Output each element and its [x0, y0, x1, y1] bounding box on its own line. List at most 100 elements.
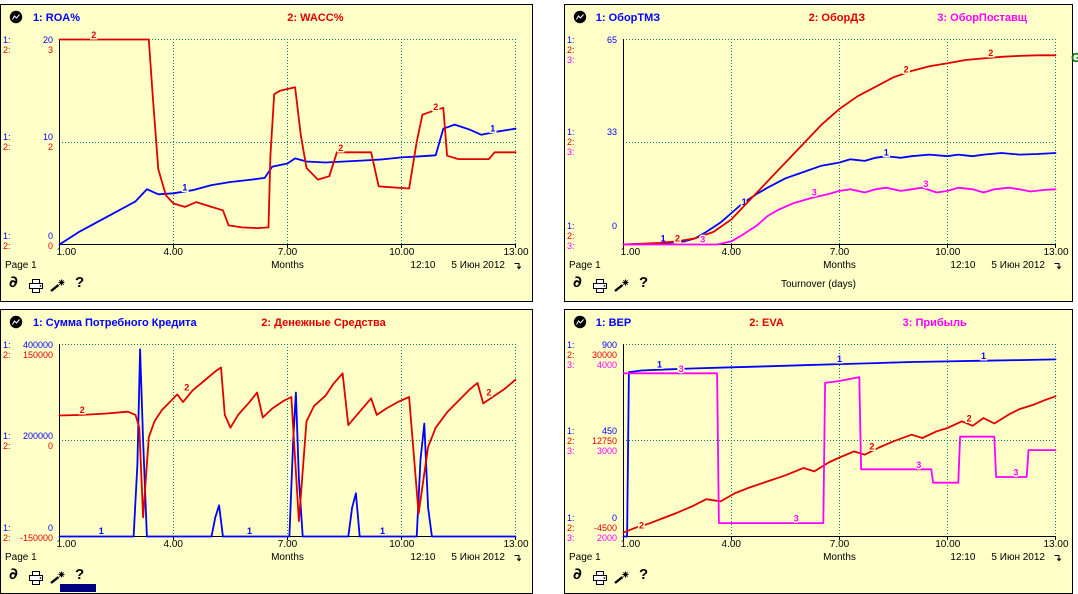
printer-icon[interactable] [592, 279, 608, 293]
x-tick-label: 7.00 [277, 247, 298, 258]
footer-row: Page 1 Months 12:10 5 Июн 2012 [5, 552, 522, 565]
x-tick-label: 13.00 [1043, 539, 1069, 550]
graph-pad-icon[interactable] [9, 315, 23, 329]
series-index-label: 1: [3, 523, 11, 533]
y-scale-row: 1: 33 [567, 127, 617, 137]
dynamite-icon[interactable] [613, 571, 630, 585]
x-tick-label: 7.00 [829, 539, 850, 550]
printer-led [603, 285, 606, 287]
graph-pad-icon[interactable] [9, 10, 23, 24]
printer-icon[interactable] [28, 279, 44, 293]
plot-area[interactable]: 1 1 1 2 2 2 [58, 344, 517, 540]
y-scale-group-2: 1: 0 2: 3: [567, 221, 617, 251]
dynamite-icon[interactable] [49, 279, 66, 293]
series-point-label-2: 2 [639, 520, 644, 530]
y-axis-value [579, 137, 617, 147]
y-axis-value: 0 [47, 241, 53, 251]
graph-window-roa-wacc: 1: ROA% 2: WACC% 1: 20 2: 3 1: 10 2: 2 1: 0 2: 0 1 1 2 2 2… [0, 4, 533, 302]
corner-arrowhead [516, 266, 522, 270]
date-value: 5 Июн 2012 [451, 552, 505, 563]
printer-icon[interactable] [592, 571, 608, 585]
series-point-label-2: 2 [80, 405, 85, 415]
y-axis-value: 450 [601, 425, 617, 436]
series-title-2: 2: ОборДЗ [808, 12, 866, 24]
pad-glyph [576, 14, 584, 20]
series-index-label: 2: [3, 45, 11, 55]
x-axis-title: Months [271, 260, 304, 271]
help-button[interactable]: ? [75, 274, 85, 291]
series-index-label: 2: [567, 523, 575, 533]
graph-pad-icon[interactable] [573, 10, 587, 24]
help-button[interactable]: ? [639, 274, 649, 291]
series-index-label: 2: [3, 350, 11, 360]
y-scale-row: 2: 2 [3, 142, 53, 152]
series-line-2 [622, 395, 1057, 534]
x-tick-label: 1.00 [56, 247, 77, 258]
series-point-label-1: 1 [742, 197, 747, 207]
x-tick-label: 1.00 [620, 247, 641, 258]
x-axis-ticks: 1.00 4.00 7.00 10.00 13.00 [56, 247, 529, 258]
y-axis-value: 65 [606, 35, 617, 45]
corner-arrowhead [1056, 558, 1062, 562]
y-axis-scale: 1: 900 2: 30000 3: 4000 1: 450 2: 12750 3: 3000 1: 0 2… [567, 340, 621, 543]
help-button[interactable]: ? [639, 566, 649, 583]
printer-paper-out [596, 580, 604, 585]
series-index-label: 2: [3, 241, 11, 251]
series-point-label-2: 2 [675, 234, 680, 244]
lock-icon[interactable]: ∂ [573, 272, 582, 291]
page-corner-icon [1054, 555, 1062, 562]
printer-paper-out [32, 580, 40, 585]
timestamp: 12:10 5 Июн 2012 [410, 260, 522, 271]
y-axis-value: 3 [47, 45, 53, 55]
series-index-label: 1: [567, 221, 575, 231]
graph-pad-icon[interactable] [573, 315, 587, 329]
graph-titlebar: 1: ОборТМЗ 2: ОборДЗ 3: ОборПоставщ [571, 10, 1066, 26]
help-button[interactable]: ? [75, 566, 85, 583]
series-point-label-3: 3 [923, 179, 928, 189]
dynamite-stick [50, 284, 60, 292]
graph-toolbar: ∂? [573, 564, 1064, 590]
time-value: 12:10 [410, 260, 436, 271]
chart-canvas: 1 1 1 2 2 2 3 3 3 3 [622, 344, 1057, 540]
plot-area[interactable]: 1 1 2 2 2 [58, 29, 517, 248]
series-index-label: 2: [3, 142, 11, 152]
dynamite-icon[interactable] [49, 571, 66, 585]
page-corner-icon [514, 555, 522, 562]
date-value: 5 Июн 2012 [991, 552, 1045, 563]
series-point-label-1: 1 [490, 123, 495, 133]
series-point-label-1: 1 [99, 526, 104, 536]
series-index-label: 1: [567, 35, 575, 45]
date-value: 5 Июн 2012 [991, 260, 1045, 271]
y-scale-group-0: 1: 65 2: 3: [567, 35, 617, 65]
y-axis-value: 0 [611, 513, 617, 523]
lock-icon[interactable]: ∂ [573, 564, 582, 583]
corner-arrow [514, 263, 520, 268]
series-title-3: 3: ОборПоставщ [937, 12, 1028, 24]
printer-icon[interactable] [28, 571, 44, 585]
lock-icon[interactable]: ∂ [9, 564, 18, 583]
series-index-label: 1: [3, 35, 11, 45]
y-scale-row: 1: 200000 [3, 431, 53, 441]
series-line-3 [622, 372, 1057, 525]
y-scale-row: 2: 12750 [567, 436, 617, 446]
series-point-label-3: 3 [1013, 468, 1018, 478]
series-index-label: 2: [567, 231, 575, 241]
lock-icon[interactable]: ∂ [9, 272, 18, 291]
y-scale-row: 1: 10 [3, 132, 53, 142]
page-corner-icon [1054, 263, 1062, 270]
series-point-label-3: 3 [700, 234, 705, 244]
y-scale-row: 3: 2000 [567, 533, 617, 543]
corner-arrow [1054, 263, 1060, 268]
series-point-label-1: 1 [247, 526, 252, 536]
dynamite-icon[interactable] [613, 279, 630, 293]
clipped-blue-fragment [60, 584, 96, 592]
footer-row: Page 1 Months 12:10 5 Июн 2012 [5, 260, 522, 273]
y-axis-value [579, 55, 617, 65]
dynamite-stick [614, 576, 624, 584]
plot-area[interactable]: 1 1 1 2 2 2 3 3 3 3 [622, 344, 1057, 540]
series-point-label-1: 1 [981, 351, 986, 361]
y-axis-value: 150000 [22, 350, 53, 360]
series-index-label: 2: [567, 45, 575, 55]
y-axis-value: -150000 [19, 533, 53, 543]
